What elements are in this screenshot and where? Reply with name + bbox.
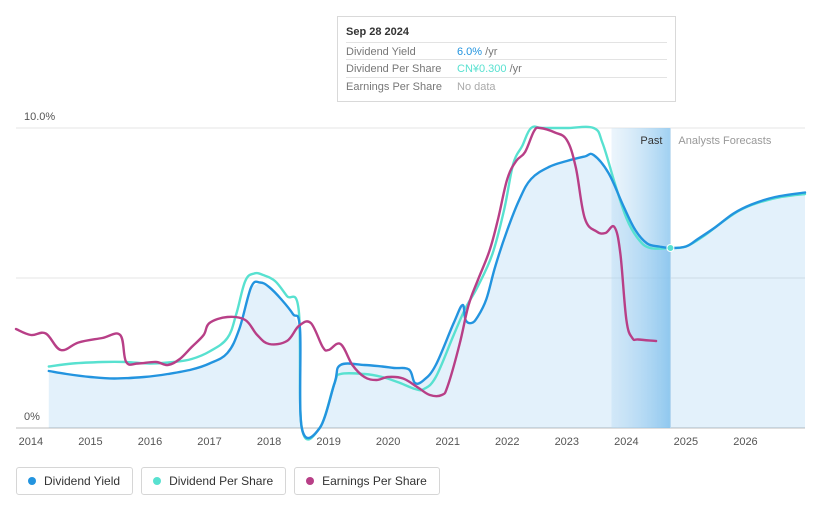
legend-label: Dividend Yield xyxy=(44,474,121,488)
tooltip-value: CN¥0.300 xyxy=(457,63,507,75)
dividend-per-share-line xyxy=(47,125,807,441)
tooltip-value-wrap: CN¥0.300 /yr xyxy=(457,63,522,75)
legend-dot-icon xyxy=(153,477,162,485)
past-region-label: Past xyxy=(640,135,662,147)
x-tick-label: 2020 xyxy=(376,436,400,448)
x-tick-label: 2023 xyxy=(555,436,579,448)
hover-tooltip: Sep 28 2024 Dividend Yield 6.0% /yr Divi… xyxy=(337,16,676,102)
dividend-yield-line xyxy=(47,152,807,440)
x-tick-label: 2024 xyxy=(614,436,638,448)
tooltip-value-wrap: No data xyxy=(457,81,496,93)
x-tick-label: 2021 xyxy=(435,436,459,448)
x-tick-label: 2016 xyxy=(138,436,162,448)
legend-dot-icon xyxy=(28,477,36,485)
x-tick-label: 2014 xyxy=(19,436,43,448)
legend-label: Earnings Per Share xyxy=(322,474,427,488)
x-tick-label: 2018 xyxy=(257,436,281,448)
tooltip-label: Dividend Per Share xyxy=(346,63,442,75)
x-tick-label: 2015 xyxy=(78,436,102,448)
x-tick-label: 2019 xyxy=(316,436,340,448)
legend-item-dividend-per-share[interactable]: Dividend Per Share xyxy=(141,467,287,495)
tooltip-row-dividend-yield: Dividend Yield 6.0% /yr xyxy=(346,42,667,60)
legend-label: Dividend Per Share xyxy=(169,474,274,488)
tooltip-label: Dividend Yield xyxy=(346,46,416,58)
y-tick-label: 10.0% xyxy=(24,111,55,123)
tooltip-date: Sep 28 2024 xyxy=(346,26,409,38)
x-tick-label: 2026 xyxy=(733,436,757,448)
legend-item-dividend-yield[interactable]: Dividend Yield xyxy=(16,467,134,495)
x-tick-label: 2025 xyxy=(674,436,698,448)
legend-item-earnings-per-share[interactable]: Earnings Per Share xyxy=(294,467,440,495)
legend-dot-icon xyxy=(306,477,315,485)
forecast-region-label: Analysts Forecasts xyxy=(678,135,771,147)
chart-legend: Dividend Yield Dividend Per Share Earnin… xyxy=(16,467,440,495)
tooltip-row-dividend-per-share: Dividend Per Share CN¥0.300 /yr xyxy=(346,59,667,77)
tooltip-unit: /yr xyxy=(485,46,498,58)
tooltip-label: Earnings Per Share xyxy=(346,81,442,93)
x-tick-label: 2022 xyxy=(495,436,519,448)
y-tick-label: 0% xyxy=(24,411,40,423)
tooltip-value: 6.0% xyxy=(457,46,483,58)
x-tick-label: 2017 xyxy=(197,436,221,448)
tooltip-unit: /yr xyxy=(509,63,522,75)
earnings-per-share-line xyxy=(14,126,658,398)
current-value-marker xyxy=(666,244,675,252)
tooltip-value: No data xyxy=(457,81,496,93)
dividend-yield-area xyxy=(48,155,806,428)
tooltip-row-earnings-per-share: Earnings Per Share No data xyxy=(346,77,667,95)
tooltip-value-wrap: 6.0% /yr xyxy=(457,46,497,58)
past-region xyxy=(611,128,671,428)
chart-plot: 10.0% 0% 2014 2015 2016 2017 2018 2019 2020 2021 2… xyxy=(14,111,807,448)
